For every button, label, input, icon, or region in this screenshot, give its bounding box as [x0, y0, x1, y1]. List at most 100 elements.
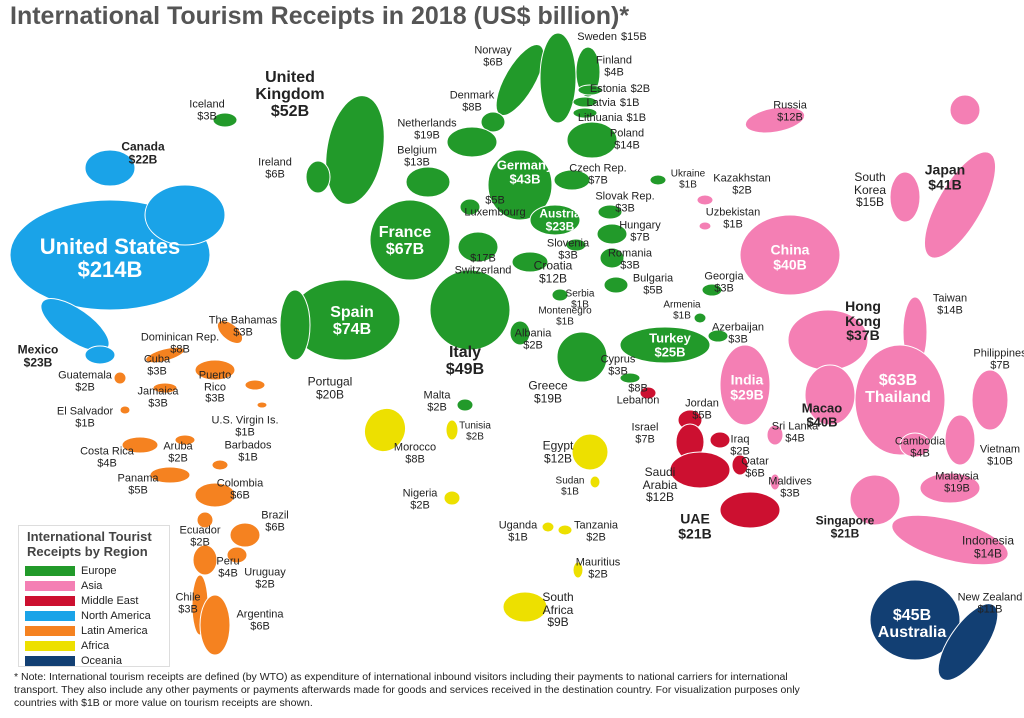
country-value: $2B — [75, 381, 95, 393]
country-value: $23B — [545, 219, 575, 233]
country-name: India — [730, 371, 764, 388]
country-value: $7B — [635, 433, 655, 445]
country-name: Italy — [448, 344, 481, 362]
country-shape — [456, 398, 474, 412]
country-name: Brazil — [261, 509, 289, 522]
country-value: $5B — [128, 484, 148, 496]
country-label: Japan $41B — [925, 162, 965, 191]
country-name: South Korea — [853, 170, 887, 197]
country-label: Singapore $21B — [816, 514, 875, 539]
country-name: Costa Rica — [80, 445, 134, 458]
country-shape — [899, 432, 931, 458]
country-shape — [849, 474, 901, 526]
country-shape — [443, 490, 461, 506]
country-label: Israel $7B — [632, 422, 659, 445]
country-label: U.S. Virgin Is. $1B — [211, 415, 278, 438]
country-value: $7B — [990, 359, 1010, 371]
country-name: Bulgaria — [632, 272, 674, 285]
country-shape — [226, 546, 248, 564]
country-name: Qatar — [741, 455, 769, 468]
country-value: $6B — [230, 489, 250, 501]
country-shape — [566, 121, 618, 159]
country-name: Latvia — [586, 97, 616, 110]
country-name: Sweden — [577, 31, 618, 44]
country-value: $10B — [987, 455, 1013, 467]
country-label: Germany $43B — [497, 158, 553, 185]
country-shape — [766, 424, 784, 446]
country-label: United Kingdom $52B — [255, 69, 324, 120]
legend-label: Oceania — [81, 655, 122, 668]
country-value: $1B — [238, 451, 258, 463]
country-value: $15B — [855, 195, 885, 210]
country-shape — [119, 405, 131, 415]
country-label: Latvia $1B — [587, 98, 640, 110]
country-shape — [211, 459, 229, 471]
country-value: $3B — [558, 249, 578, 261]
country-value: $37B — [846, 327, 880, 344]
country-label: India $29B — [730, 372, 763, 401]
country-shape — [944, 414, 976, 466]
legend: International Tourist Receipts by Region… — [18, 525, 170, 667]
country-name: Albania — [514, 327, 552, 340]
country-shape — [707, 329, 729, 343]
country-shape — [696, 194, 714, 206]
country-label: Chile $3B — [175, 592, 200, 615]
country-shape — [619, 326, 711, 364]
country-label: Malta $2B — [424, 390, 451, 413]
country-shape — [565, 238, 587, 252]
country-value: $22B — [128, 152, 158, 166]
legend-swatch — [25, 581, 75, 592]
country-label: Montenegro $1B — [538, 306, 591, 328]
country-shape — [698, 221, 712, 231]
country-name: Lithuania — [577, 112, 623, 125]
legend-title: International Tourist Receipts by Region — [27, 529, 152, 559]
country-value: $6B — [250, 620, 270, 632]
country-name: Sri Lanka — [771, 420, 819, 433]
country-value: $19B — [414, 129, 440, 141]
country-shape — [551, 288, 569, 302]
country-name: Peru — [216, 555, 240, 568]
legend-entry: Asia — [25, 579, 169, 594]
country-value: $6B — [745, 467, 765, 479]
country-shape — [113, 371, 127, 385]
country-name: Kazakhstan — [713, 172, 771, 185]
country-value: $17B — [470, 252, 496, 265]
country-value: $2B — [466, 431, 484, 442]
country-shape — [539, 32, 577, 124]
country-label: The Bahamas $3B — [209, 315, 277, 338]
country-label: Uruguay $2B — [244, 567, 286, 590]
country-shape — [174, 434, 196, 446]
country-label: Indonesia $14B — [962, 534, 1014, 559]
country-label: Costa Rica $4B — [80, 446, 134, 469]
country-shape — [596, 223, 628, 245]
country-name: Taiwan — [932, 292, 968, 305]
country-name: Cyprus — [600, 353, 636, 366]
country-value: $2B — [168, 452, 188, 464]
country-shape — [194, 482, 236, 508]
country-value: $8B — [628, 382, 648, 395]
country-name: Poland — [609, 127, 645, 140]
country-shape — [572, 561, 584, 579]
country-name: Georgia — [704, 270, 744, 283]
country-shape — [597, 204, 623, 220]
country-value: $3B — [608, 365, 628, 377]
country-shape — [891, 514, 1009, 566]
country-label: Finland $4B — [596, 55, 632, 78]
country-name: Vietnam — [979, 443, 1021, 456]
country-value: $41B — [928, 176, 962, 192]
country-shape — [84, 345, 116, 365]
country-label: Austria $23B — [539, 207, 580, 232]
country-value: $2B — [255, 578, 275, 590]
country-shape — [459, 198, 481, 216]
country-value: $2B — [588, 568, 608, 580]
country-label: Mexico $23B — [18, 343, 59, 368]
country-value: $5B — [485, 194, 505, 207]
country-name: Azerbaijan — [712, 321, 764, 334]
country-label: Czech Rep. $7B — [569, 163, 626, 186]
country-name: Uruguay — [244, 566, 286, 579]
country-label: Ukraine $1B — [671, 169, 705, 191]
country-value: $4B — [604, 66, 624, 78]
country-label: Tanzania $2B — [574, 520, 618, 543]
country-value: $1B — [508, 531, 528, 543]
